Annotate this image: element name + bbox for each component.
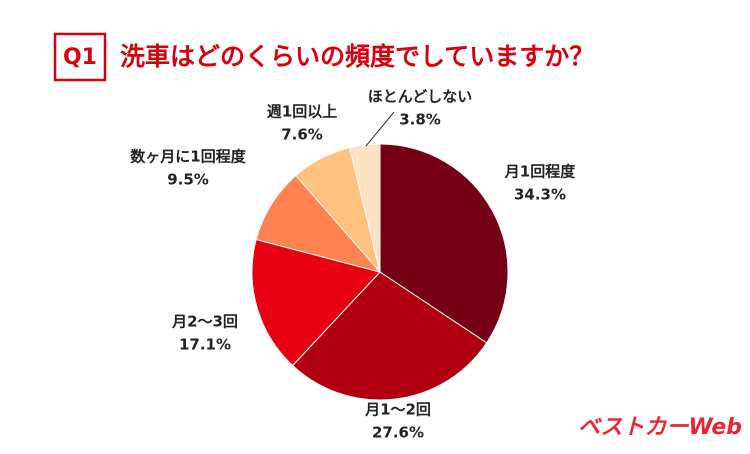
pie-slice <box>291 271 488 401</box>
slice-label: 週1回以上 <box>267 103 337 121</box>
slice-label: 月2～3回 <box>171 313 238 331</box>
slice-label: 月1～2回 <box>364 401 431 419</box>
slice-value-label: 3.8% <box>399 111 441 129</box>
slice-label: 数ヶ月に1回程度 <box>130 148 246 166</box>
badge: Q1 <box>63 45 97 70</box>
slice-label: ほとんどしない <box>368 88 473 106</box>
pie-slice <box>251 238 381 367</box>
slice-value-label: 17.1% <box>179 336 231 354</box>
slice-value-label: 9.5% <box>167 171 209 189</box>
slice-value-label: 34.3% <box>514 186 566 204</box>
chart-title: 洗車はどのくらいの頻度でしていますか？ <box>120 42 594 71</box>
pie-slice <box>349 143 381 273</box>
pie-slice <box>255 174 382 273</box>
slice-value-label: 27.6% <box>372 424 424 442</box>
badge-box <box>53 32 107 82</box>
slice-label: 月1回程度 <box>504 163 576 181</box>
watermark: ベストカーWeb <box>578 415 742 440</box>
slice-value-label: 7.6% <box>281 126 323 144</box>
leader-line <box>365 111 395 147</box>
